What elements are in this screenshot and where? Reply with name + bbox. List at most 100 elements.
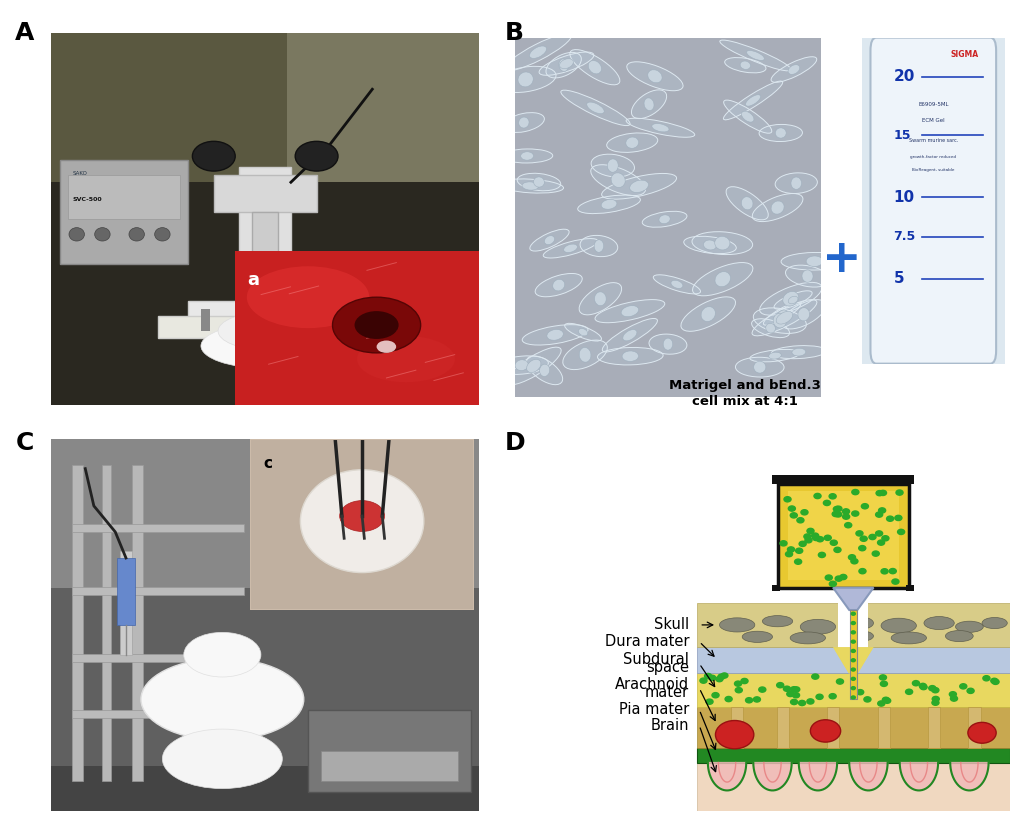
Bar: [329, 308, 337, 331]
Ellipse shape: [252, 318, 278, 329]
Ellipse shape: [762, 303, 800, 325]
Text: growth-factor reduced: growth-factor reduced: [909, 155, 956, 159]
Ellipse shape: [781, 299, 825, 329]
Ellipse shape: [741, 111, 753, 122]
Text: Dura mater: Dura mater: [604, 635, 689, 649]
Ellipse shape: [248, 275, 282, 290]
Bar: [119, 551, 132, 655]
Circle shape: [982, 675, 989, 681]
Circle shape: [856, 690, 863, 695]
Circle shape: [714, 721, 753, 749]
Circle shape: [891, 579, 898, 584]
Ellipse shape: [300, 470, 424, 573]
Ellipse shape: [782, 292, 798, 306]
Ellipse shape: [183, 632, 261, 677]
Ellipse shape: [761, 615, 792, 627]
Text: 20: 20: [893, 69, 914, 84]
Circle shape: [815, 694, 822, 700]
Circle shape: [878, 675, 886, 680]
Circle shape: [871, 551, 878, 556]
Polygon shape: [696, 747, 1009, 762]
Polygon shape: [833, 588, 872, 610]
Ellipse shape: [790, 177, 801, 189]
Polygon shape: [696, 762, 1009, 811]
Circle shape: [835, 506, 841, 512]
Circle shape: [851, 490, 858, 495]
Circle shape: [836, 679, 843, 684]
Ellipse shape: [539, 364, 549, 376]
Ellipse shape: [621, 306, 638, 317]
Text: SVC-500: SVC-500: [72, 196, 102, 201]
Bar: [967, 706, 979, 747]
Circle shape: [815, 537, 822, 542]
Bar: [72, 587, 244, 595]
Circle shape: [851, 650, 855, 652]
Circle shape: [784, 497, 791, 502]
Ellipse shape: [843, 630, 872, 642]
Circle shape: [834, 512, 841, 517]
Ellipse shape: [560, 90, 630, 125]
Ellipse shape: [843, 616, 872, 630]
Bar: [239, 167, 290, 324]
Ellipse shape: [610, 173, 625, 187]
Circle shape: [842, 514, 849, 519]
Circle shape: [332, 298, 420, 353]
Ellipse shape: [773, 291, 811, 309]
Circle shape: [775, 682, 783, 688]
Circle shape: [897, 529, 904, 534]
Circle shape: [886, 516, 893, 522]
Circle shape: [834, 548, 841, 553]
Text: Pia mater: Pia mater: [619, 702, 689, 717]
Circle shape: [950, 696, 957, 701]
Ellipse shape: [591, 154, 634, 177]
Polygon shape: [833, 647, 872, 673]
Ellipse shape: [339, 501, 384, 532]
Circle shape: [876, 540, 883, 545]
Ellipse shape: [535, 273, 582, 297]
Ellipse shape: [495, 66, 555, 93]
Ellipse shape: [494, 356, 548, 375]
Text: a: a: [247, 271, 259, 289]
Text: c: c: [263, 456, 272, 471]
Circle shape: [829, 540, 837, 545]
Circle shape: [835, 576, 842, 581]
Circle shape: [905, 689, 912, 695]
Circle shape: [851, 696, 855, 699]
Ellipse shape: [544, 236, 554, 245]
Circle shape: [800, 510, 807, 515]
Ellipse shape: [565, 324, 601, 341]
Ellipse shape: [722, 100, 771, 133]
Bar: [775, 706, 788, 747]
Ellipse shape: [718, 618, 754, 632]
Ellipse shape: [765, 324, 774, 333]
Circle shape: [851, 677, 855, 681]
Bar: [308, 711, 471, 793]
Ellipse shape: [504, 33, 571, 71]
Circle shape: [95, 227, 110, 241]
Ellipse shape: [758, 125, 802, 141]
Circle shape: [860, 503, 867, 509]
Bar: [321, 752, 458, 781]
Circle shape: [874, 531, 881, 536]
Circle shape: [704, 674, 711, 679]
Ellipse shape: [775, 311, 792, 324]
Circle shape: [877, 507, 884, 513]
Ellipse shape: [162, 729, 282, 788]
Circle shape: [794, 559, 801, 564]
Circle shape: [790, 686, 797, 692]
Ellipse shape: [681, 297, 735, 331]
Polygon shape: [950, 762, 987, 790]
Circle shape: [851, 686, 855, 690]
Circle shape: [792, 692, 799, 698]
Circle shape: [858, 568, 865, 573]
Bar: [787, 491, 898, 580]
Ellipse shape: [606, 133, 657, 152]
Text: C: C: [15, 431, 34, 455]
Ellipse shape: [564, 244, 577, 252]
Circle shape: [879, 681, 887, 686]
Text: BioReagent, suitable: BioReagent, suitable: [911, 168, 954, 172]
Circle shape: [894, 515, 901, 521]
Text: SIGMA: SIGMA: [950, 50, 978, 59]
Circle shape: [376, 340, 395, 353]
Text: B: B: [504, 21, 524, 45]
